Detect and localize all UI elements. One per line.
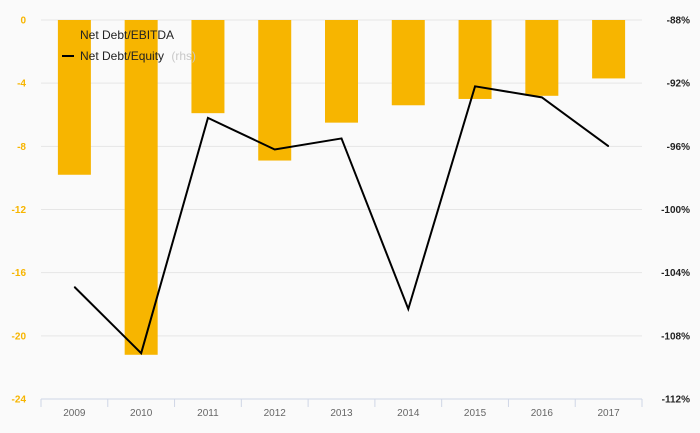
line-point bbox=[407, 308, 409, 310]
y-left-tick-label: -20 bbox=[12, 331, 27, 342]
y-right-tick-label: -92% bbox=[667, 79, 690, 90]
line-point bbox=[140, 352, 142, 354]
bar bbox=[592, 20, 626, 79]
y-right-tick-label: -108% bbox=[661, 331, 690, 342]
line-point bbox=[341, 137, 342, 139]
y-right-tick-label: -96% bbox=[667, 142, 690, 153]
y-left-tick-label: -4 bbox=[17, 79, 26, 90]
legend-label-line-name: Net Debt/Equity bbox=[80, 49, 164, 63]
legend-swatch-bar bbox=[62, 29, 74, 41]
y-left-tick-label: -8 bbox=[17, 142, 26, 153]
bar bbox=[191, 20, 225, 114]
x-tick-label: 2011 bbox=[197, 408, 219, 419]
line-point bbox=[274, 148, 276, 150]
axis-layer: 0 -4 -8 -12 -16 -20 -24 -88% -92% -96% -100% -104% -… bbox=[12, 16, 691, 420]
line-point bbox=[608, 145, 610, 147]
bar bbox=[525, 20, 559, 96]
x-tick-label: 2017 bbox=[597, 408, 620, 419]
bar bbox=[391, 20, 425, 106]
y-right-tick-label: -88% bbox=[667, 16, 690, 27]
y-left-tick-label: -24 bbox=[12, 395, 27, 406]
line-layer bbox=[73, 85, 610, 356]
line-point bbox=[474, 85, 476, 87]
bar bbox=[124, 20, 158, 355]
line-point bbox=[73, 286, 75, 288]
x-tick-label: 2015 bbox=[464, 408, 487, 419]
legend-label-line: Net Debt/Equity (rhs) bbox=[80, 49, 196, 63]
x-tick-label: 2013 bbox=[330, 408, 353, 419]
y-right-tick-label: -100% bbox=[661, 205, 690, 216]
x-tick-label: 2016 bbox=[531, 408, 554, 419]
y-left-tick-label: -12 bbox=[12, 205, 27, 216]
line-point bbox=[541, 96, 543, 98]
x-tick-label: 2012 bbox=[264, 408, 287, 419]
line-point bbox=[207, 117, 209, 119]
bar bbox=[258, 20, 292, 161]
x-tick-label: 2010 bbox=[130, 408, 153, 419]
y-left-tick-label: 0 bbox=[20, 16, 26, 27]
bar bbox=[57, 20, 91, 175]
legend-label-bar: Net Debt/EBITDA bbox=[80, 28, 174, 42]
legend-label-line-suffix: (rhs) bbox=[171, 49, 196, 63]
bar bbox=[325, 20, 358, 123]
bar-layer bbox=[57, 20, 626, 355]
x-tick-label: 2009 bbox=[63, 408, 86, 419]
y-right-tick-label: -104% bbox=[661, 268, 690, 279]
y-left-tick-label: -16 bbox=[12, 268, 27, 279]
x-tick-label: 2014 bbox=[397, 408, 420, 419]
legend: Net Debt/EBITDA Net Debt/Equity (rhs) bbox=[62, 28, 196, 63]
y-right-tick-label: -112% bbox=[662, 395, 690, 406]
